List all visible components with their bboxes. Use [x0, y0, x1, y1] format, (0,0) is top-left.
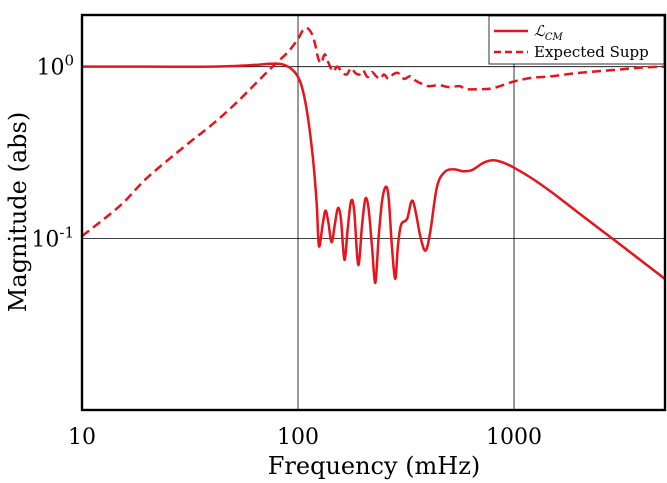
y-tick-label--1: 10-1 — [31, 223, 74, 252]
series-layer — [82, 26, 665, 285]
legend-label-lcm: ℒCM — [534, 22, 563, 43]
tick-labels: 10 100 1000 100 10-1 — [31, 52, 542, 450]
x-tick-label-10: 10 — [68, 425, 96, 450]
legend-label-expected: Expected Supp — [534, 43, 649, 61]
y-axis-label: Magnitude (abs) — [4, 112, 32, 312]
legend-box — [488, 15, 665, 65]
series-line-expected-suppression — [82, 26, 665, 238]
x-tick-label-1000: 1000 — [486, 425, 542, 450]
x-tick-label-100: 100 — [277, 425, 319, 450]
y-tick-label-0: 100 — [36, 52, 74, 81]
plot-frame — [80, 13, 667, 412]
x-axis-label: Frequency (mHz) — [268, 452, 481, 480]
series-line-l-cm — [82, 62, 665, 285]
legend: ℒCM Expected Supp — [488, 15, 665, 65]
